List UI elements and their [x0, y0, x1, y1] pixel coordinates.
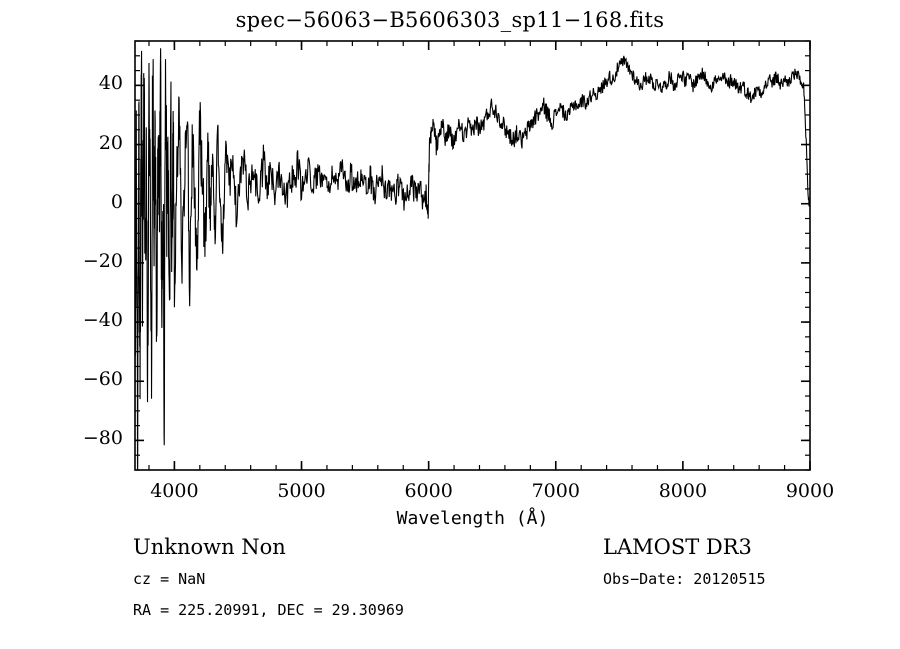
y-tick-label: −60 [82, 368, 123, 391]
ra-dec-label: RA = 225.20991, DEC = 29.30969 [133, 601, 404, 619]
x-tick-label: 5000 [277, 480, 326, 502]
x-tick-label: 4000 [150, 480, 199, 502]
cz-value-label: cz = NaN [133, 570, 206, 588]
object-class-label: Unknown Non [133, 535, 286, 559]
x-tick-label: 7000 [531, 480, 580, 502]
y-tick-label: −80 [82, 427, 123, 450]
survey-label: LAMOST DR3 [603, 535, 752, 559]
obs-date-label: Obs−Date: 20120515 [603, 570, 766, 588]
x-tick-label: 8000 [658, 480, 708, 502]
y-tick-label: 0 [110, 190, 123, 213]
page-title: spec−56063−B5606303_sp11−168.fits [235, 8, 665, 32]
y-tick-label: 20 [98, 131, 123, 154]
plot-frame [134, 40, 811, 471]
spectrum-trace [135, 48, 810, 470]
y-tick-label: −20 [82, 249, 123, 272]
x-tick-label: 9000 [785, 480, 835, 502]
y-tick-label: −40 [82, 309, 123, 332]
x-tick-label: 6000 [404, 480, 453, 502]
x-axis-title: Wavelength (Å) [396, 508, 549, 529]
y-tick-label: 40 [98, 72, 123, 95]
